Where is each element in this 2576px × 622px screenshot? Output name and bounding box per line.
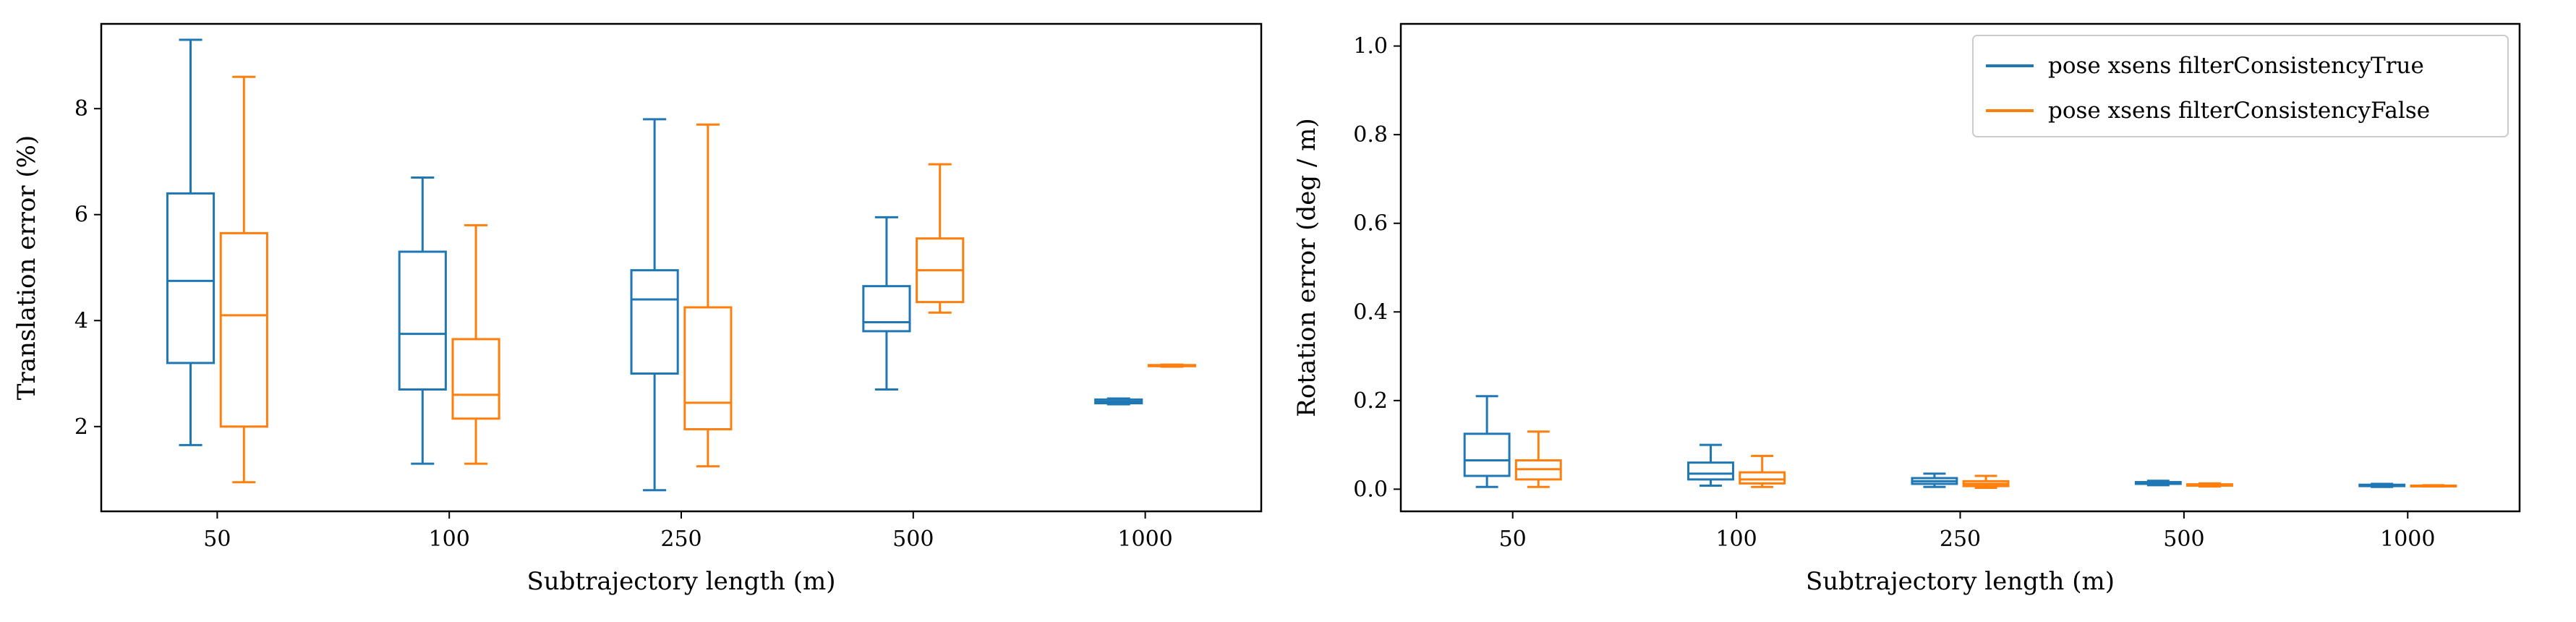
legend-label: pose xsens filterConsistencyFalse [2048, 98, 2430, 124]
box-50 [1463, 395, 1511, 488]
box-1000 [1094, 397, 1143, 406]
box-iqr [683, 306, 733, 430]
box-iqr [1463, 433, 1511, 477]
y-tick-label: 0.4 [1353, 299, 1388, 325]
box-1000 [1147, 363, 1197, 368]
box-50 [166, 38, 216, 446]
x-axis-label: Subtrajectory length (m) [1806, 567, 2115, 596]
box-series-group [166, 38, 1197, 492]
series-1 [1463, 395, 2406, 488]
legend-label: pose xsens filterConsistencyTrue [2048, 53, 2424, 79]
box-50 [1514, 430, 1562, 488]
plot-frame [100, 22, 1263, 513]
y-tick-label: 6 [74, 203, 88, 228]
y-axis-label: Rotation error (deg / m) [1292, 118, 1321, 417]
x-tick-label: 100 [429, 527, 470, 552]
box-iqr [1739, 471, 1786, 485]
chart-panel-2: 50 100 250 500 1000 Subtrajectory length (m) 0… [1292, 22, 2521, 596]
box-250 [683, 123, 733, 468]
series-2 [1514, 430, 2457, 490]
box-iqr [398, 250, 447, 391]
box-250 [1911, 472, 1958, 488]
x-axis-label: Subtrajectory length (m) [526, 567, 835, 596]
y-tick-label: 0.8 [1353, 122, 1388, 148]
x-tick-label: 50 [203, 527, 231, 552]
y-tick-label: 0.0 [1353, 477, 1388, 502]
box-250 [630, 118, 679, 492]
legend: pose xsens filterConsistencyTrue pose xse… [1972, 35, 2509, 137]
box-iqr [451, 338, 500, 420]
y-tick-label: 4 [74, 308, 88, 333]
y-tick-label: 1.0 [1353, 34, 1388, 59]
y-tick-label: 0.6 [1353, 211, 1388, 237]
box-iqr [630, 269, 679, 375]
box-1000 [2358, 482, 2406, 488]
y-axis: 0.0 0.2 0.4 0.6 0.8 1.0 Rotation error (deg / … [1292, 34, 1401, 502]
x-axis: 50 100 250 500 1000 Subtrajectory length (m) [203, 511, 1173, 596]
box-100 [398, 176, 447, 465]
chart-panel-1: 50 100 250 500 1000 Subtrajectory length (m) 2… [12, 22, 1263, 596]
legend-item-1: pose xsens filterConsistencyTrue [1986, 53, 2424, 79]
box-50 [219, 75, 268, 484]
box-iqr [1687, 461, 1734, 481]
box-iqr [166, 192, 216, 365]
x-tick-label: 250 [1940, 527, 1981, 552]
x-tick-label: 50 [1499, 527, 1527, 552]
y-axis-label: Translation error (%) [12, 135, 41, 400]
box-250 [1962, 474, 2010, 490]
x-tick-label: 100 [1715, 527, 1757, 552]
box-500 [2134, 480, 2182, 487]
x-tick-label: 1000 [2380, 527, 2435, 552]
x-tick-label: 1000 [1117, 527, 1172, 552]
legend-box [1972, 35, 2509, 137]
x-tick-label: 250 [660, 527, 701, 552]
box-1000 [2410, 484, 2457, 488]
y-tick-label: 2 [74, 414, 88, 440]
series-2 [219, 75, 1197, 484]
x-tick-label: 500 [2163, 527, 2204, 552]
box-500 [862, 216, 911, 391]
box-500 [916, 163, 965, 314]
box-series-group [1463, 395, 2457, 490]
x-tick-label: 500 [892, 527, 934, 552]
y-tick-label: 8 [74, 96, 88, 122]
box-100 [1687, 443, 1734, 487]
series-1 [166, 38, 1143, 492]
box-iqr [862, 285, 911, 333]
box-iqr [219, 231, 268, 428]
legend-item-2: pose xsens filterConsistencyFalse [1986, 98, 2430, 124]
y-axis: 2 4 6 8 Translation error (%) [12, 96, 101, 440]
box-100 [451, 223, 500, 465]
y-tick-label: 0.2 [1353, 388, 1388, 414]
box-500 [2186, 482, 2233, 488]
box-100 [1739, 454, 1786, 488]
x-axis: 50 100 250 500 1000 Subtrajectory length (m) [1499, 511, 2435, 596]
